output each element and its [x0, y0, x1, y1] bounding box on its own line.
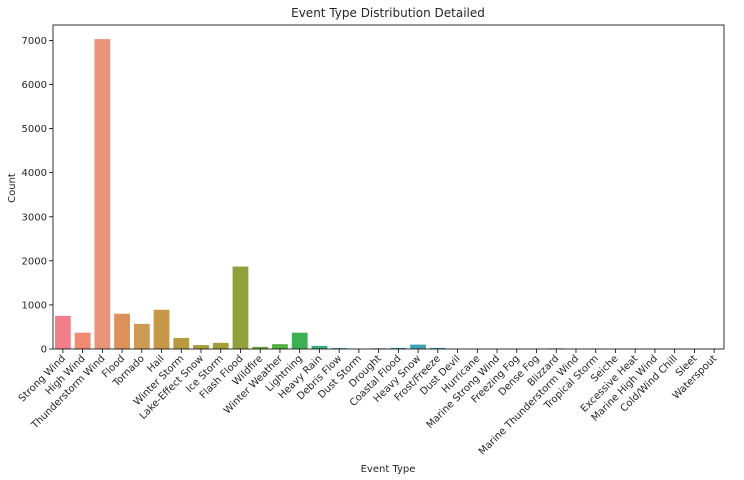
- bar: [212, 342, 229, 349]
- bar: [193, 345, 209, 349]
- bar: [390, 347, 407, 349]
- y-tick-label: 3000: [22, 212, 47, 223]
- bar: [153, 309, 170, 349]
- bar: [429, 347, 446, 349]
- bar: [74, 332, 91, 349]
- bar: [331, 348, 348, 349]
- y-tick-label: 6000: [22, 80, 47, 91]
- chart-title: Event Type Distribution Detailed: [291, 6, 485, 20]
- bar: [232, 266, 249, 349]
- bar: [133, 323, 150, 349]
- y-tick-label: 5000: [22, 124, 47, 135]
- bar: [410, 344, 426, 349]
- y-tick-label: 1000: [22, 300, 47, 311]
- bar: [272, 344, 288, 349]
- y-tick-label: 4000: [22, 168, 47, 179]
- bar: [54, 315, 71, 349]
- plot-frame: [52, 24, 725, 350]
- y-tick-label: 0: [41, 345, 47, 356]
- x-axis-label: Event Type: [361, 464, 416, 475]
- y-tick-label: 2000: [22, 256, 47, 267]
- bar: [173, 337, 190, 349]
- y-axis: 0 1000 2000 3000 4000 5000 6000 7000: [22, 36, 53, 356]
- bars: [54, 39, 723, 350]
- bar: [114, 313, 130, 349]
- bar: [311, 345, 328, 349]
- bar: [252, 346, 269, 349]
- y-tick-label: 7000: [22, 36, 47, 47]
- y-axis-label: Count: [7, 173, 18, 203]
- bar: [291, 332, 308, 349]
- bar: [94, 39, 111, 350]
